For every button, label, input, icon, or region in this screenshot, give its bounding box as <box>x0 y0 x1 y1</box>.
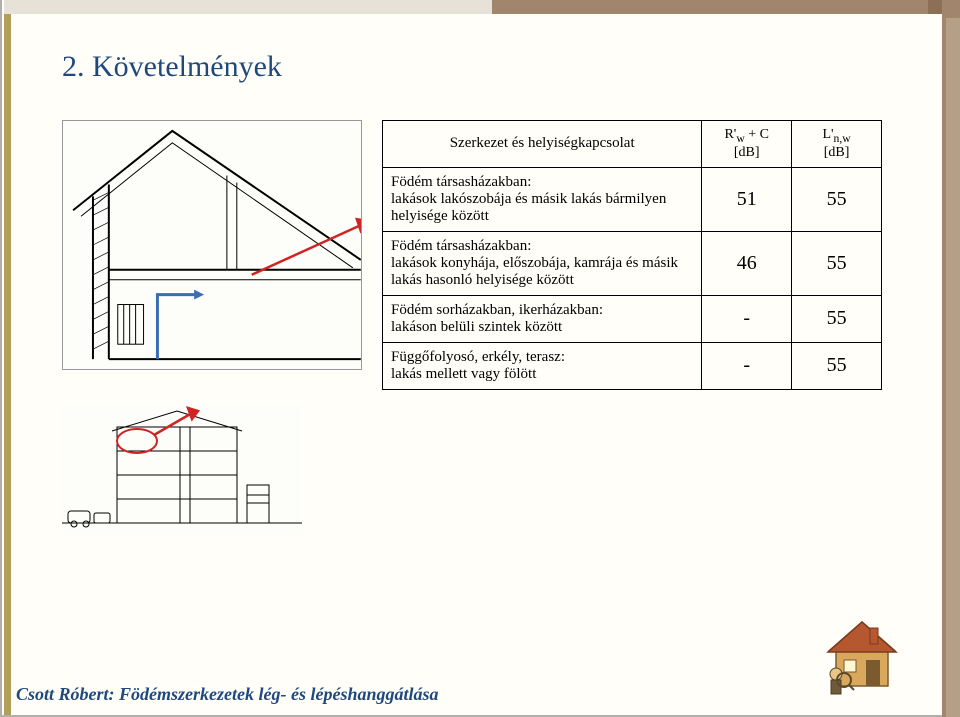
table-header-row: Szerkezet és helyiségkapcsolat R'w + C [… <box>383 121 882 168</box>
row-desc: Függőfolyosó, erkély, terasz: lakás mell… <box>383 342 702 389</box>
requirements-table: Szerkezet és helyiségkapcsolat R'w + C [… <box>382 120 882 390</box>
row-desc: Födém társasházakban: lakások konyhája, … <box>383 231 702 295</box>
row-l-value: 55 <box>792 342 882 389</box>
slide-title: 2. Követelmények <box>62 50 282 84</box>
row-r-value: 46 <box>702 231 792 295</box>
table-row: Födém társasházakban: lakások lakószobáj… <box>383 167 882 231</box>
house-inspector-icon <box>822 616 902 701</box>
table-row: Födém sorházakban, ikerházakban: lakáson… <box>383 295 882 342</box>
row-r-value: - <box>702 342 792 389</box>
slide-page: 2. Követelmények <box>2 0 942 715</box>
col-header-rw: R'w + C [dB] <box>702 121 792 168</box>
row-r-value: 51 <box>702 167 792 231</box>
col-header-ln: L'n,w [dB] <box>792 121 882 168</box>
content-area: Szerkezet és helyiségkapcsolat R'w + C [… <box>62 120 912 470</box>
row-l-value: 55 <box>792 167 882 231</box>
top-corner-dark <box>928 0 942 14</box>
col-header-structure: Szerkezet és helyiségkapcsolat <box>383 121 702 168</box>
row-l-value: 55 <box>792 231 882 295</box>
left-accent-bar <box>4 14 11 715</box>
row-desc: Födém sorházakban, ikerházakban: lakáson… <box>383 295 702 342</box>
table-row: Függőfolyosó, erkély, terasz: lakás mell… <box>383 342 882 389</box>
row-desc: Födém társasházakban: lakások lakószobáj… <box>383 167 702 231</box>
table-row: Födém társasházakban: lakások konyhája, … <box>383 231 882 295</box>
footer-credit: Csott Róbert: Födémszerkezetek lég- és l… <box>16 684 438 705</box>
building-section-small <box>62 405 302 535</box>
top-strip-brown <box>492 0 944 14</box>
row-r-value: - <box>702 295 792 342</box>
right-accent-bar-inner <box>946 18 960 717</box>
cross-section-diagram <box>62 120 362 370</box>
row-l-value: 55 <box>792 295 882 342</box>
